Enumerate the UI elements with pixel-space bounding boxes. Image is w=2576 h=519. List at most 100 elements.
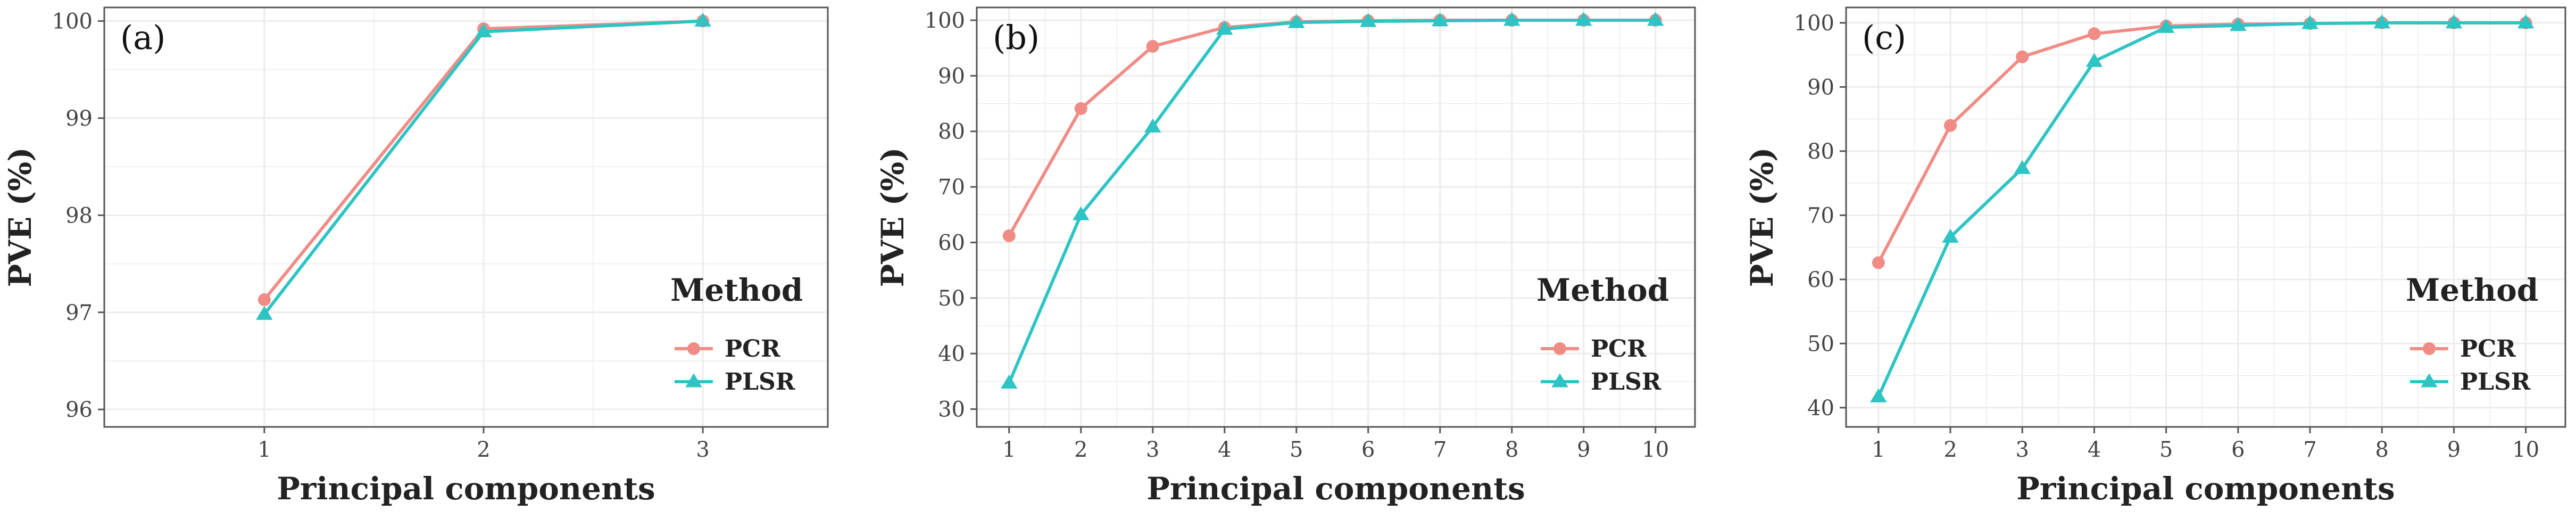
legend-title: Method <box>670 272 803 308</box>
y-tick-label: 80 <box>938 120 965 144</box>
x-tick-label: 2 <box>1943 438 1957 462</box>
series-line-plsr <box>1877 21 2526 398</box>
y-tick-label: 97 <box>65 301 93 325</box>
legend-key-triangle-icon <box>1551 373 1568 388</box>
y-tick-label: 90 <box>938 64 965 88</box>
legend-title: Method <box>1536 272 1669 308</box>
y-tick-label: 99 <box>65 106 93 131</box>
x-tick-label: 1 <box>1002 438 1016 462</box>
legend-label: PLSR <box>1591 368 1661 396</box>
x-axis-title: Principal components <box>2016 471 2395 507</box>
x-tick-label: 8 <box>1505 438 1518 462</box>
data-point-plsr <box>2230 17 2247 31</box>
series-line-plsr <box>1007 19 1656 384</box>
legend: Method PCR PLSR <box>1536 272 1669 396</box>
x-tick-label: 9 <box>1577 438 1590 462</box>
x-tick-label: 10 <box>2512 438 2539 462</box>
series-plsr <box>1870 14 2535 402</box>
chart-panel-1: 96 97 98 99 100 1 2 3 Principal components PVE (%… <box>2 6 829 507</box>
legend-key-circle-icon <box>2423 342 2436 355</box>
x-tick-label: 8 <box>2375 438 2389 462</box>
x-tick-label: 7 <box>2303 438 2316 462</box>
data-point-plsr <box>1144 118 1161 133</box>
data-point-plsr <box>1575 12 1592 26</box>
legend: Method PCR PLSR <box>670 272 803 396</box>
x-tick-label: 5 <box>1290 438 1303 462</box>
y-tick-label: 40 <box>1807 396 1834 421</box>
data-point-pcr <box>2016 50 2029 63</box>
panel-label: (b) <box>993 18 1040 57</box>
data-point-plsr <box>1432 12 1449 27</box>
data-point-plsr <box>1870 388 1887 402</box>
x-axis-title: Principal components <box>1146 471 1525 507</box>
data-point-plsr <box>2085 53 2103 67</box>
x-tick-label: 6 <box>1361 438 1375 462</box>
data-point-plsr <box>1288 14 1305 28</box>
y-tick-label: 40 <box>938 342 965 366</box>
data-point-pcr <box>1002 229 1016 242</box>
data-point-plsr <box>2445 14 2463 29</box>
y-tick-label: 60 <box>938 230 965 255</box>
data-point-plsr <box>1647 12 1664 26</box>
data-point-plsr <box>2373 14 2390 29</box>
data-point-plsr <box>2517 14 2535 29</box>
y-axis-title: PVE (%) <box>875 147 911 287</box>
y-tick-label: 60 <box>1807 268 1834 292</box>
legend-key-triangle-icon <box>685 373 702 388</box>
x-tick-label: 4 <box>2088 438 2101 462</box>
y-tick-label: 100 <box>925 9 965 33</box>
y-tick-label: 50 <box>1807 332 1834 356</box>
data-point-pcr <box>257 293 271 307</box>
x-tick-label: 2 <box>1074 438 1087 462</box>
chart-panel-2: 30 40 50 60 70 80 90 100 1 2 3 4 5 6 7 8 9 10 Principal co… <box>875 6 1696 507</box>
data-point-plsr <box>256 306 273 320</box>
y-tick-label: 80 <box>1807 139 1834 164</box>
y-axis-title: PVE (%) <box>1744 147 1780 287</box>
legend-label: PCR <box>1591 335 1647 363</box>
x-tick-label: 3 <box>1146 438 1159 462</box>
legend-label: PLSR <box>2460 368 2531 396</box>
data-point-plsr <box>2157 19 2175 33</box>
panel-label: (a) <box>120 18 165 57</box>
series-plsr <box>1001 12 1664 389</box>
data-point-pcr <box>1872 256 1885 269</box>
legend-label: PCR <box>725 335 780 363</box>
data-point-pcr <box>2088 27 2101 40</box>
plot-frame <box>103 6 829 428</box>
data-point-plsr <box>1216 20 1233 35</box>
x-tick-label: 9 <box>2447 438 2461 462</box>
plot-frame <box>976 6 1696 428</box>
y-axis-title: PVE (%) <box>2 147 38 287</box>
plot-frame <box>1845 6 2566 428</box>
y-tick-label: 50 <box>938 286 965 311</box>
x-tick-label: 7 <box>1433 438 1447 462</box>
y-tick-label: 70 <box>1807 203 1834 228</box>
legend-key-triangle-icon <box>2421 373 2438 388</box>
x-tick-label: 1 <box>257 438 271 462</box>
y-tick-label: 100 <box>52 10 93 34</box>
y-tick-label: 96 <box>65 398 93 422</box>
x-tick-label: 3 <box>2016 438 2029 462</box>
panel-label: (c) <box>1862 18 1906 57</box>
series-plsr <box>256 12 711 320</box>
x-axis-title: Principal components <box>277 471 655 507</box>
legend-title: Method <box>2406 272 2538 308</box>
y-tick-label: 90 <box>1807 75 1834 100</box>
legend-key-circle-icon <box>1553 342 1566 355</box>
legend-label: PCR <box>2460 335 2516 363</box>
data-point-plsr <box>2301 15 2319 29</box>
data-point-pcr <box>1146 40 1159 53</box>
data-point-plsr <box>694 12 711 27</box>
legend: Method PCR PLSR <box>2406 272 2538 396</box>
data-point-plsr <box>2014 160 2031 174</box>
x-tick-label: 4 <box>1218 438 1231 462</box>
x-tick-label: 1 <box>1872 438 1885 462</box>
data-point-plsr <box>475 23 492 38</box>
x-tick-label: 6 <box>2231 438 2245 462</box>
y-tick-label: 100 <box>1794 11 1834 36</box>
x-tick-label: 10 <box>1642 438 1669 462</box>
data-point-plsr <box>1360 13 1377 27</box>
legend-label: PLSR <box>725 368 795 396</box>
data-point-plsr <box>1073 206 1090 220</box>
